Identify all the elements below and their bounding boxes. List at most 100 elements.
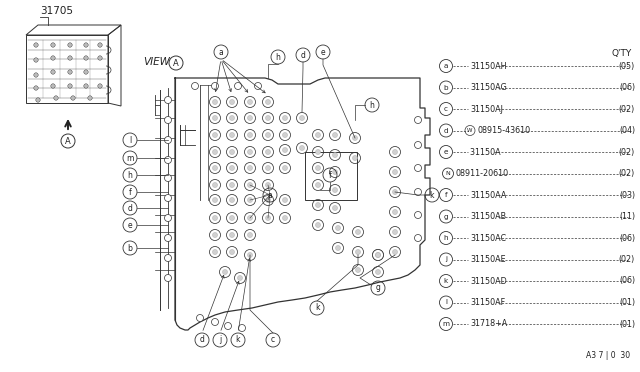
Circle shape <box>191 83 198 90</box>
Circle shape <box>223 269 227 275</box>
Circle shape <box>392 250 397 254</box>
Circle shape <box>330 185 340 196</box>
Circle shape <box>68 84 72 88</box>
Circle shape <box>415 234 422 241</box>
Circle shape <box>392 189 397 195</box>
Text: A3 7 | 0  30: A3 7 | 0 30 <box>586 351 630 360</box>
Circle shape <box>296 112 307 124</box>
Circle shape <box>244 250 255 260</box>
Text: d: d <box>127 203 132 212</box>
Circle shape <box>227 163 237 173</box>
Circle shape <box>51 56 55 60</box>
Circle shape <box>227 195 237 205</box>
Text: h: h <box>444 235 448 241</box>
Circle shape <box>355 250 360 254</box>
Circle shape <box>196 314 204 321</box>
Circle shape <box>209 180 221 190</box>
Circle shape <box>164 215 172 221</box>
Text: (06): (06) <box>619 234 635 243</box>
Circle shape <box>212 232 218 237</box>
Circle shape <box>98 84 102 88</box>
Text: g: g <box>444 214 448 219</box>
Circle shape <box>230 215 234 221</box>
Text: 31150AG: 31150AG <box>470 83 507 92</box>
Circle shape <box>280 195 291 205</box>
Circle shape <box>51 43 55 47</box>
Circle shape <box>415 164 422 171</box>
Text: l: l <box>129 135 131 144</box>
Text: d: d <box>444 128 448 134</box>
Text: 31150AC: 31150AC <box>470 234 506 243</box>
Circle shape <box>392 150 397 154</box>
Circle shape <box>300 145 305 151</box>
Text: 31150A: 31150A <box>470 148 503 157</box>
Text: 31150AJ: 31150AJ <box>470 105 503 113</box>
Circle shape <box>227 147 237 157</box>
Text: 31705: 31705 <box>40 6 73 16</box>
Circle shape <box>220 266 230 278</box>
Circle shape <box>212 250 218 254</box>
Circle shape <box>248 99 253 105</box>
Text: e: e <box>128 221 132 230</box>
Text: k: k <box>315 304 319 312</box>
Circle shape <box>54 96 58 100</box>
Text: (03): (03) <box>619 190 635 199</box>
Circle shape <box>330 167 340 177</box>
Text: m: m <box>126 154 134 163</box>
Circle shape <box>376 253 381 257</box>
Text: a: a <box>444 63 448 69</box>
Text: (05): (05) <box>619 61 635 71</box>
Circle shape <box>355 230 360 234</box>
Circle shape <box>333 153 337 157</box>
Circle shape <box>227 180 237 190</box>
Circle shape <box>88 96 92 100</box>
Circle shape <box>212 215 218 221</box>
Circle shape <box>227 212 237 224</box>
Circle shape <box>312 219 323 231</box>
Circle shape <box>390 206 401 218</box>
Circle shape <box>248 183 253 187</box>
Circle shape <box>262 147 273 157</box>
Circle shape <box>390 227 401 237</box>
Circle shape <box>333 222 344 234</box>
Circle shape <box>280 163 291 173</box>
Text: f: f <box>445 192 447 198</box>
Circle shape <box>244 163 255 173</box>
Circle shape <box>353 247 364 257</box>
Circle shape <box>244 129 255 141</box>
Circle shape <box>266 150 271 154</box>
Circle shape <box>333 243 344 253</box>
Circle shape <box>212 198 218 202</box>
Circle shape <box>34 73 38 77</box>
Circle shape <box>415 212 422 218</box>
Text: (02): (02) <box>619 148 635 157</box>
Circle shape <box>244 96 255 108</box>
Circle shape <box>212 150 218 154</box>
Circle shape <box>282 148 287 153</box>
Text: 31718+A: 31718+A <box>470 320 508 328</box>
Circle shape <box>68 70 72 74</box>
Circle shape <box>248 166 253 170</box>
Circle shape <box>212 115 218 121</box>
Circle shape <box>212 166 218 170</box>
Circle shape <box>98 56 102 60</box>
Circle shape <box>230 166 234 170</box>
Circle shape <box>248 198 253 202</box>
Circle shape <box>51 84 55 88</box>
Circle shape <box>230 150 234 154</box>
Circle shape <box>282 132 287 138</box>
Circle shape <box>164 157 172 164</box>
Circle shape <box>333 187 337 192</box>
Text: N: N <box>445 171 451 176</box>
Circle shape <box>330 150 340 160</box>
Circle shape <box>36 98 40 102</box>
Text: g: g <box>376 283 380 292</box>
Text: (01): (01) <box>619 320 635 328</box>
Circle shape <box>211 318 218 326</box>
Circle shape <box>244 212 255 224</box>
Text: b: b <box>127 244 132 253</box>
Text: 31150AD: 31150AD <box>470 276 507 285</box>
Text: d: d <box>301 51 305 60</box>
Text: d: d <box>200 336 204 344</box>
Circle shape <box>266 115 271 121</box>
